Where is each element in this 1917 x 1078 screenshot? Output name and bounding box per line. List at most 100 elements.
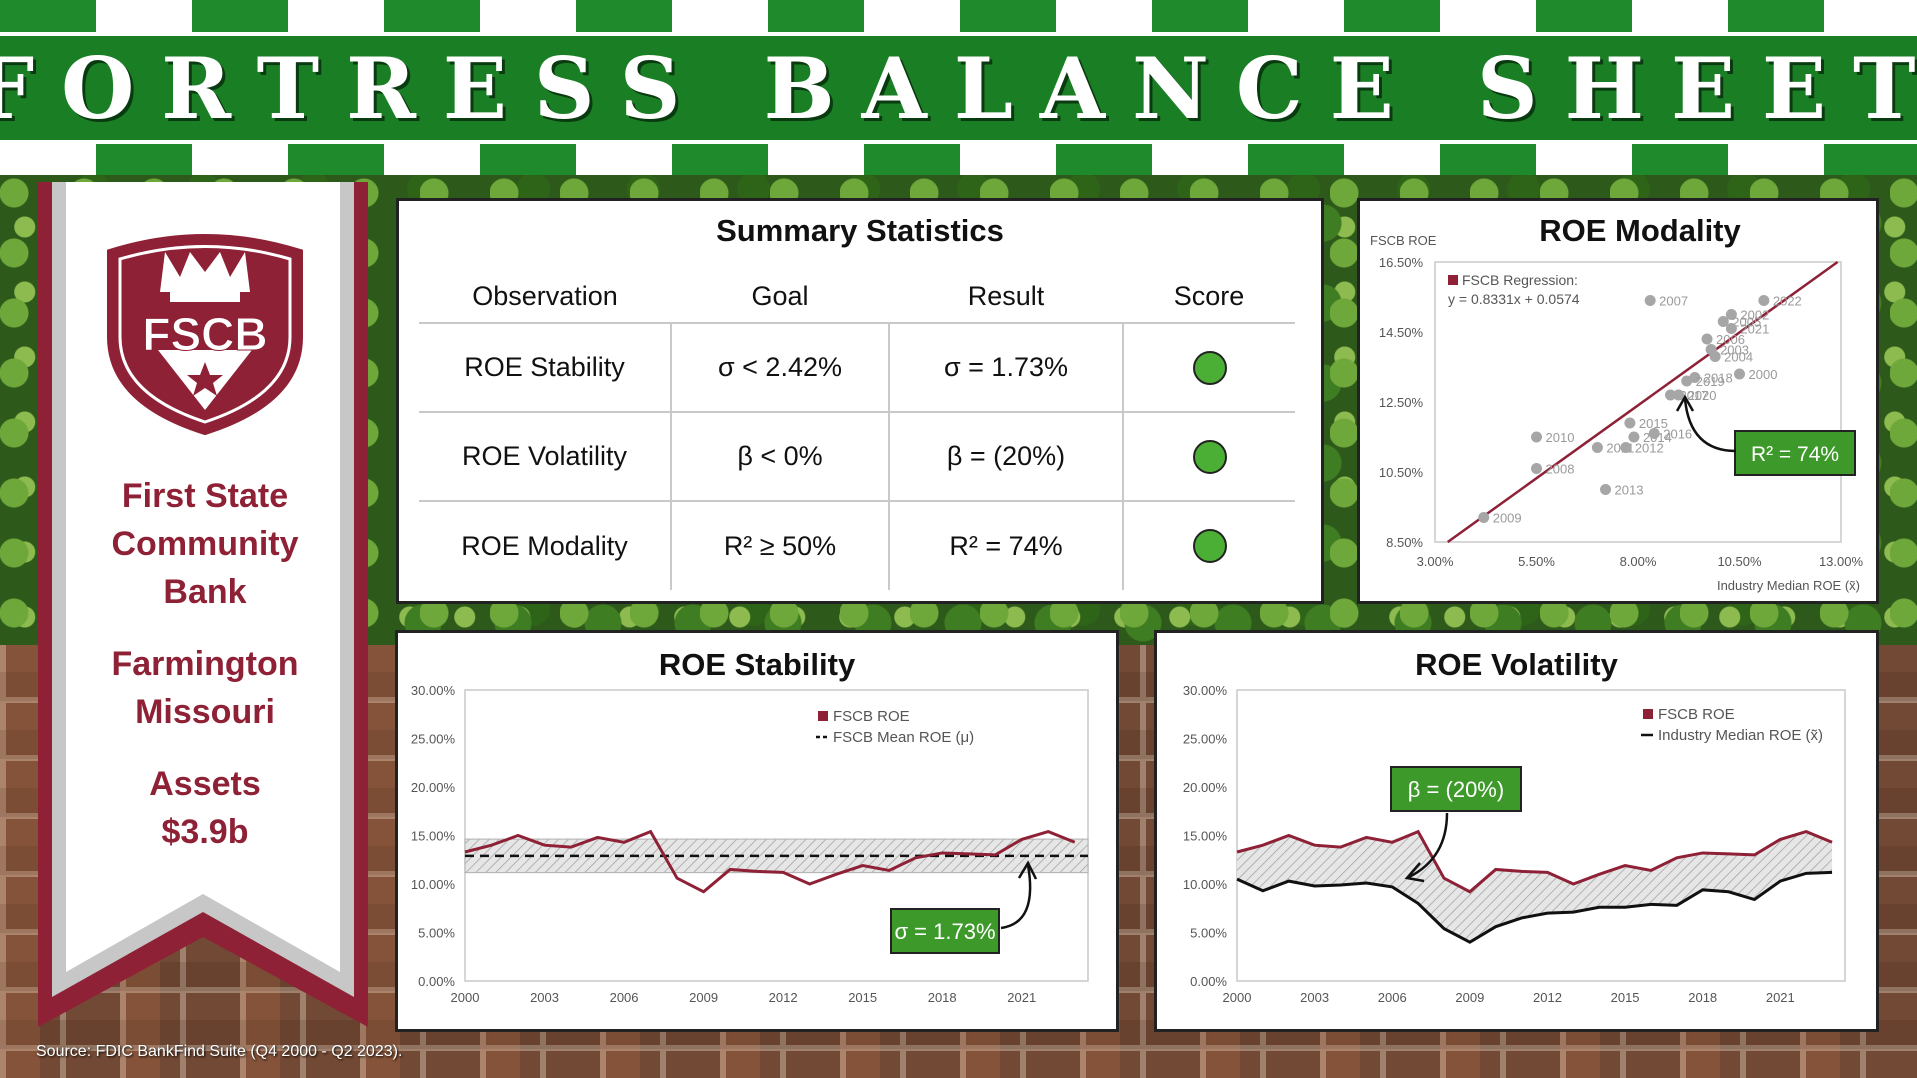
point-label: 2002: [1740, 308, 1769, 323]
stability-chart: ROE Stability 0.00% 5.00% 10.00% 15.00% 20.00…: [411, 647, 1089, 1005]
observation-cell: ROE Modality: [461, 530, 628, 561]
spread-area: [1237, 831, 1833, 943]
y-tick-label: 5.00%: [418, 926, 455, 941]
scatter-point: [1478, 512, 1490, 523]
annotation-box: [1734, 430, 1856, 476]
legend-label: FSCB Regression:: [1462, 272, 1578, 288]
annotation-arrow: [1408, 812, 1449, 879]
scatter-point: [1648, 428, 1660, 439]
x-tick-label: 8.00%: [1620, 554, 1657, 569]
x-tick-label: 2021: [1007, 990, 1036, 1005]
point-label: 2012: [1635, 441, 1664, 456]
logo-text: FSCB: [142, 308, 267, 360]
x-axis-label: Industry Median ROE (x̃): [1717, 578, 1860, 593]
y-tick-label: 10.50%: [1379, 465, 1424, 480]
scatter-point: [1725, 309, 1737, 320]
scatter-point: [1717, 316, 1729, 327]
annotation-label: R² = 74%: [1751, 443, 1839, 466]
x-tick-label: 2012: [1533, 990, 1562, 1005]
y-tick-label: 12.50%: [1379, 395, 1424, 410]
x-tick-label: 2018: [928, 990, 957, 1005]
scatter-point: [1531, 463, 1542, 474]
x-tick-label: 2000: [451, 990, 480, 1005]
y-tick-label: 15.00%: [1183, 829, 1228, 844]
header-banner: FORTRESS BALANCE SHEET: [0, 32, 1917, 144]
col-header-goal: Goal: [671, 271, 889, 324]
legend-swatch-regression: [1448, 275, 1458, 285]
col-header-observation: Observation: [419, 271, 671, 324]
page-title: FORTRESS BALANCE SHEET: [0, 38, 1917, 138]
point-label: 2016: [1663, 427, 1692, 442]
annotation-arrow: [1683, 398, 1737, 453]
fscb-logo: FSCB: [107, 234, 303, 436]
score-pass-icon: [1192, 439, 1227, 474]
y-tick-label: 10.00%: [1183, 877, 1228, 892]
point-label: 2010: [1546, 430, 1575, 445]
scatter-point: [1531, 431, 1542, 443]
x-tick-label: 2009: [689, 990, 718, 1005]
table-row: ROE Modality R² ≥ 50% R² = 74%: [419, 501, 1295, 590]
bank-name-line: Community: [111, 525, 299, 563]
x-tick-label: 5.50%: [1518, 554, 1555, 569]
bank-name-line: Bank: [163, 573, 247, 611]
industry-median-line: [1236, 870, 1833, 944]
goal-cell: β < 0%: [670, 412, 889, 502]
point-label: 2018: [1704, 371, 1733, 386]
result-cell: σ = 1.73%: [888, 323, 1123, 413]
y-tick-label: 0.00%: [1190, 974, 1227, 989]
volatility-chart: ROE Volatility 0.00% 5.00% 10.00% 15.00% 20.0…: [1183, 647, 1846, 1005]
scatter-point: [1600, 484, 1612, 495]
point-label: 2013: [1615, 483, 1644, 498]
point-label: 2021: [1740, 322, 1769, 337]
point-label: 2019: [1696, 374, 1725, 389]
point-label: 2022: [1773, 294, 1802, 309]
score-cell: [1122, 412, 1295, 502]
score-cell: [1122, 501, 1295, 590]
modality-chart: ROE Modality FSCB ROE Industry Median ROE …: [1370, 213, 1864, 593]
x-tick-label: 13.00%: [1819, 554, 1864, 569]
annotation-arrowhead: [1404, 862, 1425, 883]
y-tick-label: 5.00%: [1190, 926, 1227, 941]
bank-assets: Assets $3.9b: [75, 760, 335, 856]
annotation-arrowhead: [1017, 860, 1038, 880]
point-label: 2000: [1749, 367, 1778, 382]
y-tick-label: 25.00%: [411, 732, 456, 747]
annotation-box: [890, 908, 1000, 954]
table-row: ROE Stability σ < 2.42% σ = 1.73%: [419, 323, 1295, 413]
regression-equation: y = 0.8331x + 0.0574: [1448, 291, 1580, 307]
y-tick-label: 0.00%: [418, 974, 455, 989]
point-label: 2003: [1720, 343, 1749, 358]
bank-city: Farmington: [111, 645, 299, 683]
legend-label: FSCB ROE: [833, 708, 910, 725]
scatter-point: [1624, 417, 1636, 429]
y-tick-label: 30.00%: [411, 683, 456, 698]
table-row: ROE Volatility β < 0% β = (20%): [419, 412, 1295, 502]
y-tick-label: 25.00%: [1183, 732, 1228, 747]
score-cell: [1122, 323, 1295, 413]
bank-banner: FSCB: [38, 182, 368, 1027]
chart-title: ROE Volatility: [1415, 647, 1618, 682]
y-tick-label: 14.50%: [1379, 325, 1424, 340]
point-label: 2005: [1732, 315, 1761, 330]
y-tick-label: 20.00%: [411, 780, 456, 795]
scatter-point: [1644, 295, 1656, 306]
chart-title: ROE Modality: [1539, 213, 1741, 248]
scatter-point: [1664, 389, 1676, 401]
point-label: 2007: [1659, 294, 1688, 309]
scatter-point: [1628, 431, 1640, 443]
legend-label: FSCB Mean ROE (μ): [833, 729, 974, 746]
y-axis-label: FSCB ROE: [1370, 233, 1437, 248]
x-tick-label: 2006: [610, 990, 639, 1005]
scatter-point: [1701, 333, 1713, 345]
scatter-point: [1620, 442, 1632, 453]
y-tick-label: 20.00%: [1183, 780, 1228, 795]
plot-area: [464, 689, 1089, 982]
scatter-point: [1709, 351, 1721, 362]
x-tick-label: 2003: [1300, 990, 1329, 1005]
x-tick-label: 2000: [1223, 990, 1252, 1005]
point-label: 2006: [1716, 332, 1745, 347]
y-tick-label: 8.50%: [1386, 535, 1423, 550]
goal-cell: R² ≥ 50%: [670, 501, 889, 590]
point-label: 2008: [1546, 462, 1575, 477]
summary-table: Observation Goal Result Score ROE Stabil…: [419, 271, 1295, 590]
